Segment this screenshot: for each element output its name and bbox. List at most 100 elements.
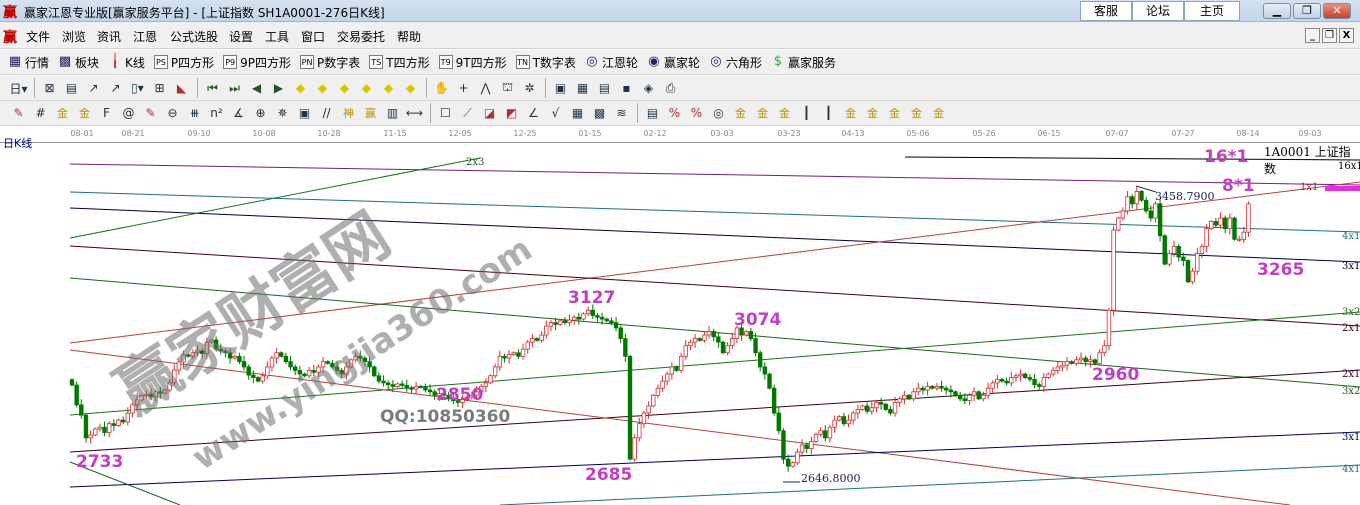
export-icon[interactable]: ◈ — [643, 81, 654, 95]
menu-browse[interactable]: 浏览 — [62, 30, 87, 44]
percent-icon[interactable]: % — [690, 106, 703, 120]
ring-icon[interactable]: ◎ — [713, 106, 724, 120]
spiral-icon[interactable]: @ — [122, 106, 135, 120]
gold4-icon[interactable]: 金 — [757, 107, 768, 120]
save-icon[interactable]: ▪ — [622, 81, 631, 95]
fan-box-icon[interactable]: ◪ — [483, 106, 496, 120]
bars2-icon[interactable]: ┃ — [824, 106, 833, 120]
pattern-icon[interactable]: ⊞ — [154, 81, 165, 95]
table-icon[interactable]: ▤ — [646, 106, 659, 120]
tools-icon[interactable]: ✲ — [524, 81, 535, 95]
v-icon[interactable]: √ — [551, 106, 560, 120]
crosshair-icon[interactable]: + — [458, 81, 469, 95]
hand-icon[interactable]: ✋ — [434, 81, 449, 95]
menu-window[interactable]: 窗口 — [301, 30, 326, 44]
box-icon[interactable]: ☐ — [440, 106, 451, 120]
period-day-icon[interactable]: 日▾ — [9, 81, 28, 96]
toolbar-button-pn[interactable]: PN P数字表 — [300, 54, 360, 71]
toolbar-button-t9[interactable]: T9 9T四方形 — [438, 54, 507, 71]
close-icon[interactable]: ✕ — [1323, 3, 1351, 19]
menu-formula-select[interactable]: 公式选股 — [170, 30, 219, 44]
minimize-icon[interactable]: ▁ — [1263, 3, 1291, 19]
menu-tools[interactable]: 工具 — [265, 30, 290, 44]
forum-link[interactable]: 论坛 — [1132, 1, 1184, 21]
toolbar-button-candles[interactable]: ╽ K线 — [108, 54, 145, 71]
chart-a-icon[interactable]: ⊠ — [44, 81, 55, 95]
doc-icon[interactable]: ▤ — [65, 81, 78, 95]
notes-icon[interactable]: ▤ — [598, 81, 611, 95]
shen-icon[interactable]: 神 — [343, 107, 354, 120]
range-icon[interactable]: ⟷ — [405, 106, 424, 120]
gold9-icon[interactable]: 金 — [911, 107, 922, 120]
toolbar-button-p9[interactable]: P9 9P四方形 — [223, 54, 291, 71]
menu-file[interactable]: 文件 — [26, 30, 51, 44]
calendar-icon[interactable]: ▣ — [554, 81, 567, 95]
menu-trade[interactable]: 交易委托 — [337, 30, 386, 44]
gold8-icon[interactable]: 金 — [889, 107, 900, 120]
circle-icon[interactable]: ⊖ — [167, 106, 178, 120]
gold3-icon[interactable]: 金 — [735, 107, 746, 120]
shape-icon[interactable]: ⛫ — [501, 80, 514, 94]
toolbar-button-dollar[interactable]: $ 赢家服务 — [771, 54, 836, 71]
bar-icon[interactable]: ▯▾ — [131, 81, 144, 95]
print-icon[interactable]: ⎙ — [665, 80, 676, 95]
ying-icon[interactable]: 赢 — [365, 107, 376, 120]
angle2-icon[interactable]: ∠ — [528, 106, 539, 120]
first-icon[interactable]: ⏮ — [207, 80, 218, 95]
lines-icon[interactable]: ⧻ — [189, 106, 200, 120]
bars-icon[interactable]: ┃ — [802, 106, 811, 120]
web-icon[interactable]: ✵ — [277, 106, 288, 120]
toolbar-button-yingjia-wheel[interactable]: ◉ 赢家轮 — [647, 54, 700, 71]
menu-news[interactable]: 资讯 — [97, 30, 122, 44]
diamond-right-icon[interactable]: ◆ — [317, 81, 328, 95]
toolbar-button-ps[interactable]: PS P四方形 — [153, 54, 214, 71]
left-icon[interactable]: ◀ — [251, 81, 262, 95]
gold-1-icon[interactable]: 金 — [57, 107, 68, 120]
toolbar-button-gann-wheel[interactable]: ◎ 江恩轮 — [585, 54, 638, 71]
last-icon[interactable]: ⏭ — [229, 80, 240, 95]
grid2-icon[interactable]: ▦ — [571, 106, 584, 120]
gold7-icon[interactable]: 金 — [867, 107, 878, 120]
gold10-icon[interactable]: 金 — [933, 107, 944, 120]
color-fan-icon[interactable]: ◣ — [176, 81, 187, 95]
hash-icon[interactable]: # — [35, 106, 46, 120]
diamond-up-icon[interactable]: ◆ — [383, 81, 394, 95]
restore-icon[interactable]: ❐ — [1293, 3, 1321, 19]
fan-icon[interactable]: ⟋ — [463, 105, 472, 120]
n2-icon[interactable]: n² — [210, 106, 223, 120]
diamond-expand-icon[interactable]: ◆ — [339, 81, 350, 95]
percent-fan-icon[interactable]: % — [668, 106, 681, 120]
menu-help[interactable]: 帮助 — [397, 30, 422, 44]
slash-icon[interactable]: // — [322, 106, 331, 120]
menu-settings[interactable]: 设置 — [229, 30, 254, 44]
fan-box2-icon[interactable]: ◩ — [505, 106, 518, 120]
target-icon[interactable]: ⊕ — [255, 106, 266, 120]
diamond-left-icon[interactable]: ◆ — [295, 81, 306, 95]
k3-icon[interactable]: ↗ — [88, 81, 99, 95]
gold-2-icon[interactable]: 金 — [79, 107, 90, 120]
pen-icon[interactable]: ✎ — [13, 106, 24, 120]
k9-icon[interactable]: ↗ — [110, 81, 121, 95]
calculator-icon[interactable]: ▦ — [576, 81, 589, 95]
homepage-link[interactable]: 主页 — [1184, 1, 1240, 21]
grid3-icon[interactable]: ▩ — [593, 106, 606, 120]
square-web-icon[interactable]: ▣ — [298, 106, 311, 120]
toolbar-button-ts[interactable]: TS T四方形 — [369, 54, 430, 71]
toolbar-button-blocks[interactable]: ▩ 板块 — [58, 54, 99, 71]
fib-icon[interactable]: F — [103, 106, 110, 120]
mdi-close-icon[interactable]: X — [1339, 28, 1354, 43]
hatch-icon[interactable]: ≋ — [616, 106, 627, 120]
gold5-icon[interactable]: 金 — [779, 107, 790, 120]
angle-icon[interactable]: ∡ — [233, 106, 244, 120]
diamond-shrink-icon[interactable]: ◆ — [361, 81, 372, 95]
mdi-minimize-icon[interactable]: _ — [1305, 28, 1320, 43]
right-icon[interactable]: ▶ — [273, 81, 284, 95]
ruler-icon[interactable]: ▥ — [386, 106, 399, 120]
toolbar-button-hexagon[interactable]: ◎ 六角形 — [709, 54, 762, 71]
mdi-restore-icon[interactable]: ❐ — [1322, 28, 1337, 43]
gold6-icon[interactable]: 金 — [845, 107, 856, 120]
diamond-down-icon[interactable]: ◆ — [405, 81, 416, 95]
menu-gann[interactable]: 江恩 — [133, 30, 158, 44]
pen2-icon[interactable]: ✎ — [145, 106, 156, 120]
